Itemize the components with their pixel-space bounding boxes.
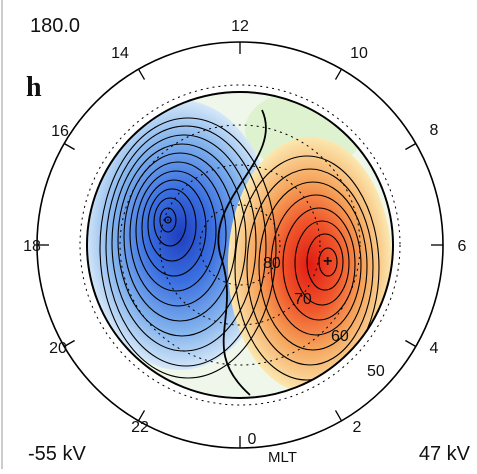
panel-label: h xyxy=(26,72,42,103)
mlt-tick-label: 16 xyxy=(51,123,69,140)
latitude-label: 60 xyxy=(331,328,349,345)
mlt-tick-marks xyxy=(37,42,443,448)
mlt-tick-label: 8 xyxy=(430,122,439,139)
negative-contours xyxy=(99,117,277,379)
latitude-circles xyxy=(79,84,401,406)
mlt-tick-label: 18 xyxy=(23,238,41,255)
disk-boundary xyxy=(86,91,394,399)
mlt-tick-label: 10 xyxy=(350,45,368,62)
angle-label: 180.0 xyxy=(30,15,80,37)
potential-disk xyxy=(87,92,393,398)
mlt-tick-label: 2 xyxy=(353,419,362,436)
positive-contours xyxy=(234,155,380,381)
mlt-tick-label: 12 xyxy=(231,18,249,35)
mlt-tick-label: 4 xyxy=(430,340,439,357)
mlt-tick-label: 22 xyxy=(131,419,149,436)
mlt-axis-label: MLT xyxy=(268,449,297,466)
latitude-label: 70 xyxy=(294,291,312,308)
min-potential-label: -55 kV xyxy=(28,443,86,465)
mlt-tick-labels: 12 10 8 6 4 2 0 22 20 18 16 14 xyxy=(23,18,466,448)
latitude-label: 80 xyxy=(263,255,281,272)
mlt-tick-label: 6 xyxy=(458,238,467,255)
min-marker xyxy=(164,216,172,224)
positive-cell xyxy=(228,137,392,393)
mlt-tick-label: 0 xyxy=(248,431,257,448)
max-potential-label: 47 kV xyxy=(419,443,471,465)
latitude-label: 50 xyxy=(367,363,385,380)
mlt-tick-label: 20 xyxy=(49,340,67,357)
max-marker: + xyxy=(323,253,332,270)
latitude-labels: 80 70 60 50 xyxy=(263,255,385,380)
mlt-tick-label: 14 xyxy=(111,45,129,62)
zero-contour xyxy=(217,109,267,396)
